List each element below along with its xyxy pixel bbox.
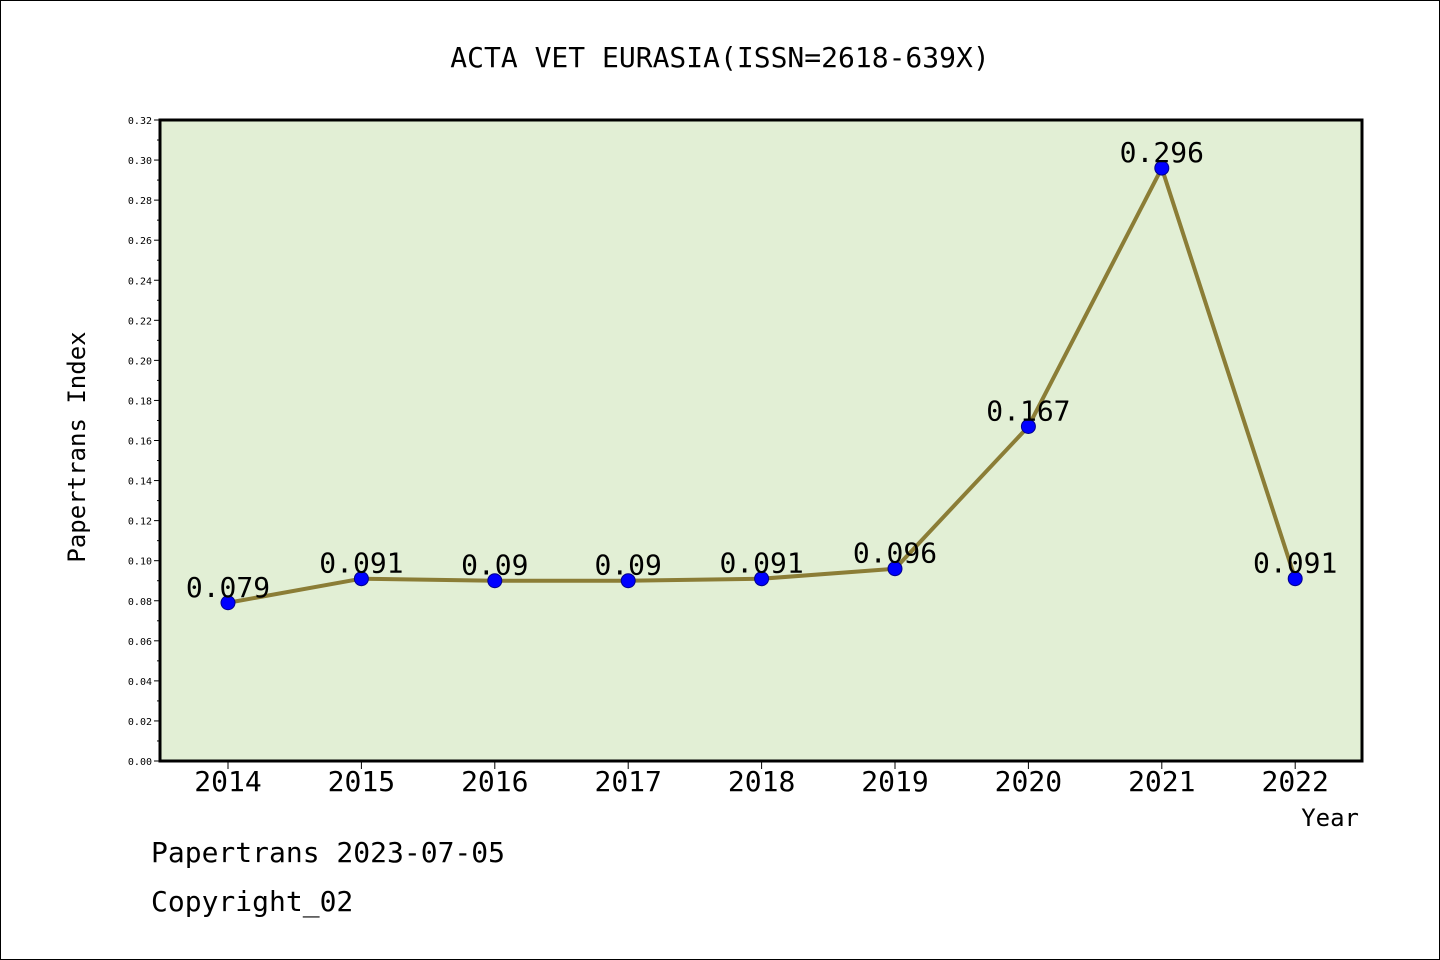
data-label: 0.079 (186, 571, 270, 604)
x-tick-label: 2017 (594, 765, 661, 798)
y-tick-label: 0.30 (128, 156, 152, 167)
y-tick-label: 0.16 (128, 437, 152, 448)
data-label: 0.167 (986, 394, 1070, 427)
x-axis-label: Year (1301, 804, 1359, 832)
y-tick-label: 0.32 (128, 116, 152, 127)
y-tick-label: 0.02 (128, 717, 152, 728)
x-tick-label: 2021 (1128, 765, 1195, 798)
data-point (220, 595, 236, 611)
data-point (1020, 418, 1036, 434)
x-tick-label: 2016 (461, 765, 528, 798)
y-tick-label: 0.24 (128, 276, 152, 287)
data-label: 0.096 (853, 537, 937, 570)
y-tick-label: 0.00 (128, 757, 152, 768)
data-label: 0.091 (719, 547, 803, 580)
y-axis: 0.00 0.02 0.04 0.06 0.08 0.10 0.12 0.14 0.16 0.18… (128, 116, 160, 768)
data-point (620, 573, 636, 589)
x-tick-label: 2018 (728, 765, 795, 798)
y-axis-label: Papertrans Index (63, 331, 91, 562)
x-tick-label: 2022 (1261, 765, 1328, 798)
data-label: 0.09 (461, 549, 528, 582)
x-tick-label: 2019 (861, 765, 928, 798)
x-tick-label: 2015 (328, 765, 395, 798)
data-point (1287, 571, 1303, 587)
y-tick-label: 0.14 (128, 477, 152, 488)
chart-title: ACTA VET EURASIA(ISSN=2618-639X) (450, 41, 989, 74)
x-tick-label: 2020 (995, 765, 1062, 798)
footer-date-line: Papertrans 2023-07-05 (151, 836, 506, 869)
y-tick-label: 0.20 (128, 356, 152, 367)
footer-copyright: Copyright_02 (151, 885, 354, 918)
data-point (353, 571, 369, 587)
x-axis: 2014 2015 2016 2017 2018 2019 2020 2021 2022 (194, 761, 1329, 798)
data-point (487, 573, 503, 589)
data-point (887, 561, 903, 577)
data-label: 0.091 (1253, 547, 1337, 580)
y-tick-label: 0.06 (128, 637, 152, 648)
data-point (754, 571, 770, 587)
y-tick-label: 0.04 (128, 677, 152, 688)
plot-area (158, 118, 1364, 763)
y-tick-label: 0.10 (128, 557, 152, 568)
x-tick-label: 2014 (194, 765, 261, 798)
series-line-group: 0.079 0.091 0.09 0.09 0.091 0.096 0.167 0.296 0.… (186, 136, 1337, 611)
data-point (1154, 160, 1170, 176)
y-tick-label: 0.26 (128, 236, 152, 247)
data-label: 0.09 (594, 549, 661, 582)
y-tick-label: 0.08 (128, 597, 152, 608)
y-tick-label: 0.18 (128, 396, 152, 407)
y-tick-label: 0.22 (128, 316, 152, 327)
data-label: 0.091 (319, 547, 403, 580)
y-tick-label: 0.28 (128, 196, 152, 207)
data-label: 0.296 (1120, 136, 1204, 169)
y-tick-label: 0.12 (128, 517, 152, 528)
